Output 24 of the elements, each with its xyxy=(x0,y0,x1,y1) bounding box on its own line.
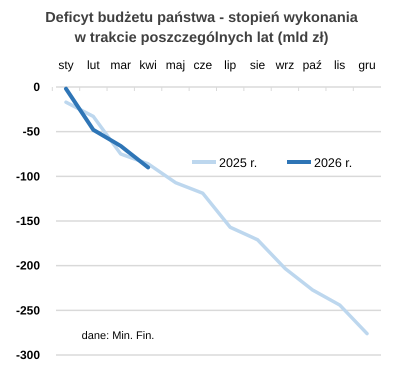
y-tick-label: -250 xyxy=(16,303,40,318)
legend-label: 2026 r. xyxy=(314,156,352,170)
x-tick-label: paź xyxy=(302,58,322,72)
x-tick-label: lis xyxy=(334,58,346,72)
x-tick-label: cze xyxy=(193,58,212,72)
y-tick-label: -300 xyxy=(16,348,40,362)
y-tick-label: -100 xyxy=(16,169,40,184)
x-tick-label: wrz xyxy=(274,58,294,72)
y-tick-label: -50 xyxy=(22,124,40,139)
x-tick-label: gru xyxy=(358,58,376,72)
line-series xyxy=(64,86,150,170)
chart-title: Deficyt budżetu państwa - stopień wykonania w trakcie poszczególnych lat (mld zł) xyxy=(45,10,359,46)
annotation: dane: Min. Fin. xyxy=(82,330,154,342)
x-tick-label: sie xyxy=(250,58,266,72)
y-tick-label: -150 xyxy=(16,214,40,228)
x-tick-label: sty xyxy=(58,58,74,72)
y-tick-label: 0 xyxy=(33,80,40,94)
x-tick-label: kwi xyxy=(139,58,157,72)
x-tick-label: lip xyxy=(224,58,237,72)
x-tick-label: mar xyxy=(110,58,132,72)
y-tick-label: -200 xyxy=(16,258,40,273)
x-tick-label: maj xyxy=(166,58,186,72)
x-tick-label: lut xyxy=(87,58,100,72)
legend-label: 2025 r. xyxy=(219,156,258,170)
